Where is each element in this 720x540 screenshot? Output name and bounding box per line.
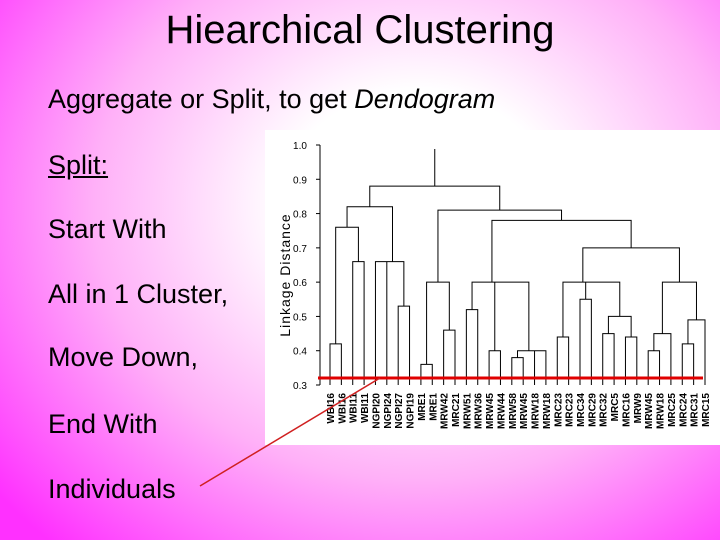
leaf-label: WBI11	[349, 393, 360, 423]
y-tick-label: 0.4	[293, 347, 307, 358]
leaf-label: MRC29	[587, 393, 598, 427]
subtitle-emphasis: Dendogram	[354, 84, 496, 114]
leaf-label: WBI16	[326, 393, 337, 424]
leaf-label: MRW18	[542, 393, 553, 429]
leaf-label: MRC34	[576, 393, 587, 427]
slide-title: Hiearchical Clustering	[165, 8, 555, 52]
leaf-label: MRC15	[701, 393, 712, 427]
leaf-label: MRW9	[633, 393, 644, 424]
leaf-label: MRC23	[565, 393, 576, 427]
bullet: Move Down,	[48, 342, 199, 372]
leaf-label: WBI16	[337, 393, 348, 424]
leaf-label: MRC32	[599, 393, 610, 427]
bullet: Start With	[48, 214, 167, 244]
y-tick-label: 0.7	[293, 244, 307, 255]
y-tick-label: 0.6	[293, 278, 307, 289]
leaf-label: NGPI19	[406, 393, 417, 429]
subtitle: Aggregate or Split, to get Dendogram	[48, 84, 495, 115]
leaf-label: MRW45	[519, 393, 530, 429]
leaf-label: NGPI20	[371, 393, 382, 429]
leaf-label: MRW42	[440, 393, 451, 429]
leaf-label: WBI11	[360, 393, 371, 423]
leaf-label: MRW51	[462, 393, 473, 429]
y-tick-label: 0.8	[293, 210, 307, 221]
bullet: End With	[48, 409, 158, 439]
leaf-label: MRW44	[496, 393, 507, 429]
y-tick-label: 1.0	[293, 141, 307, 152]
axis-label: Linkage Distance	[277, 213, 293, 336]
leaf-label: MRW36	[474, 393, 485, 429]
leaf-label: MRW18	[656, 393, 667, 429]
y-tick-label: 0.3	[293, 381, 307, 392]
pointer-line	[199, 377, 381, 487]
bullet: Individuals	[48, 474, 176, 504]
leaf-label: MRC23	[553, 393, 564, 427]
leaf-label: MRC16	[621, 393, 632, 427]
leaf-label: NGPI27	[394, 393, 405, 429]
dendrogram-branches	[329, 149, 706, 385]
leaf-label: MRW45	[485, 393, 496, 429]
y-tick-label: 0.5	[293, 312, 307, 323]
leaf-label: MRE1	[417, 393, 428, 421]
leaf-label: MRC21	[451, 393, 462, 427]
bullet: All in 1 Cluster,	[48, 279, 229, 309]
bullet: Split:	[48, 150, 109, 180]
y-tick-label: 0.9	[293, 175, 307, 186]
subtitle-text: Aggregate or Split, to get	[48, 84, 355, 114]
leaf-label: MRW18	[531, 393, 542, 429]
leaf-label: MRC24	[678, 393, 689, 427]
leaf-label: MRC25	[667, 393, 678, 427]
figure-background	[265, 130, 720, 445]
leaf-label: MRW58	[508, 393, 519, 429]
leaf-label: MRE1	[428, 393, 439, 421]
leaf-label: NGPI24	[383, 393, 394, 429]
leaf-label: MRC5	[610, 393, 621, 422]
leaf-label: MRW45	[644, 393, 655, 429]
leaf-label: MRC31	[690, 393, 701, 427]
